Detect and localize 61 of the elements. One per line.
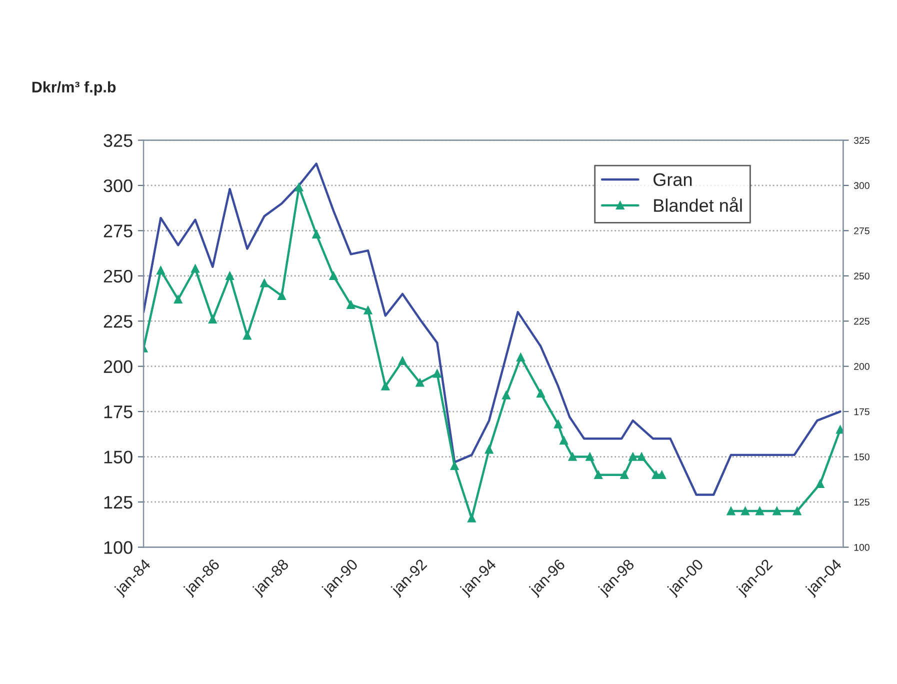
point xyxy=(772,506,782,516)
y-tick-label: 325 xyxy=(104,134,132,147)
y2-tick-label: 150 xyxy=(854,453,870,460)
point xyxy=(312,230,321,238)
y-tick-label: 300 xyxy=(104,179,132,192)
point xyxy=(294,183,304,192)
y-tick-label: 175 xyxy=(104,406,132,418)
y2-tick-label: 175 xyxy=(854,408,870,416)
legend-label: Blandet nål xyxy=(654,197,742,212)
point xyxy=(502,391,510,400)
point xyxy=(741,506,750,516)
point xyxy=(637,452,646,461)
point xyxy=(628,452,638,461)
y-tick-label: 125 xyxy=(104,496,132,509)
y2-tick-label: 100 xyxy=(854,544,870,551)
point xyxy=(346,300,356,309)
point xyxy=(568,452,577,461)
point xyxy=(516,353,525,362)
y2-tick-label: 275 xyxy=(854,227,870,234)
point xyxy=(208,315,217,324)
point xyxy=(792,506,802,516)
y2-tick-label: 125 xyxy=(854,498,870,506)
point xyxy=(586,452,594,461)
y2-tick-label: 300 xyxy=(854,182,870,190)
point xyxy=(554,420,562,428)
point xyxy=(329,272,338,280)
legend-label: Gran xyxy=(654,173,692,186)
y-tick-label: 250 xyxy=(104,270,132,283)
point xyxy=(560,436,568,445)
point xyxy=(594,470,603,480)
point xyxy=(364,306,372,314)
point xyxy=(278,292,286,300)
point xyxy=(484,445,494,454)
y2-tick-label: 225 xyxy=(854,318,870,325)
point xyxy=(726,506,736,516)
point xyxy=(836,425,844,434)
y2-tick-label: 200 xyxy=(854,363,870,370)
point xyxy=(260,278,268,288)
y2-tick-label: 325 xyxy=(854,136,870,144)
point xyxy=(468,514,476,522)
point xyxy=(416,378,424,387)
y-tick-label: 150 xyxy=(104,450,132,464)
y-tick-label: 275 xyxy=(104,224,132,238)
point xyxy=(536,389,545,398)
y2-tick-label: 250 xyxy=(854,272,870,280)
point xyxy=(432,369,442,378)
y-tick-label: 200 xyxy=(104,360,132,374)
y-tick-label: 100 xyxy=(104,541,132,554)
point xyxy=(398,356,407,366)
point xyxy=(156,266,165,275)
point xyxy=(174,295,182,304)
point xyxy=(191,264,200,273)
point xyxy=(756,506,764,516)
y-tick-label: 225 xyxy=(104,315,132,328)
point xyxy=(243,331,252,340)
point xyxy=(381,382,390,390)
y-axis-title: Dkr/m³ f.p.b xyxy=(32,81,116,96)
point xyxy=(450,462,459,470)
point xyxy=(816,480,824,488)
point xyxy=(226,272,234,280)
point xyxy=(620,470,629,480)
